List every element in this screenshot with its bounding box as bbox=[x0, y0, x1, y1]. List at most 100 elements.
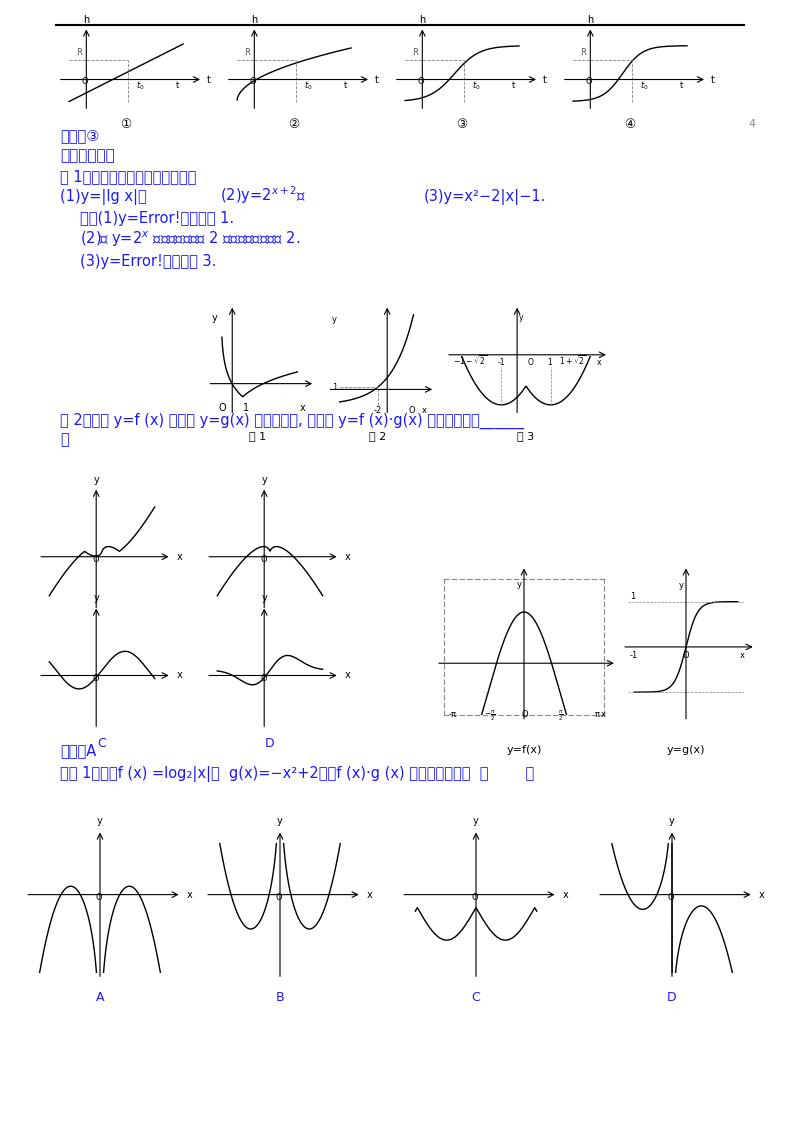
Text: x: x bbox=[187, 890, 193, 899]
Text: ④: ④ bbox=[624, 118, 636, 131]
Text: y: y bbox=[94, 475, 99, 484]
Text: h: h bbox=[251, 15, 258, 25]
Text: x: x bbox=[759, 890, 765, 899]
Text: y: y bbox=[262, 594, 267, 603]
Text: O: O bbox=[668, 892, 674, 901]
Text: ③: ③ bbox=[456, 118, 468, 131]
Text: C: C bbox=[472, 991, 480, 1004]
Text: x: x bbox=[176, 671, 182, 681]
Text: x: x bbox=[344, 671, 350, 681]
Text: $-1-\sqrt{2}$: $-1-\sqrt{2}$ bbox=[454, 354, 487, 368]
Text: (3)y=Error!图像如图 3.: (3)y=Error!图像如图 3. bbox=[80, 253, 216, 269]
Text: C: C bbox=[98, 737, 106, 751]
Text: t: t bbox=[206, 75, 210, 85]
Text: -2: -2 bbox=[374, 406, 382, 415]
Text: ①: ① bbox=[120, 118, 132, 131]
Text: 1: 1 bbox=[332, 382, 338, 391]
Text: y: y bbox=[212, 313, 218, 323]
Text: 4: 4 bbox=[748, 119, 755, 129]
Text: 。: 。 bbox=[60, 432, 69, 448]
Text: t: t bbox=[680, 81, 683, 90]
Text: R: R bbox=[581, 48, 586, 57]
Text: h: h bbox=[587, 15, 594, 25]
Text: O: O bbox=[472, 892, 478, 901]
Text: (3)y=x²−2|x|−1.: (3)y=x²−2|x|−1. bbox=[424, 189, 546, 206]
Text: 【典型示例】: 【典型示例】 bbox=[60, 148, 114, 164]
Text: O: O bbox=[409, 406, 415, 415]
Text: 变式 1：函数f (x) =log₂|x|，  g(x)=−x²+2，则f (x)·g (x) 的图象只可能是  （        ）: 变式 1：函数f (x) =log₂|x|， g(x)=−x²+2，则f (x)… bbox=[60, 766, 534, 783]
Text: h: h bbox=[83, 15, 90, 25]
Text: $t_0$: $t_0$ bbox=[304, 79, 313, 92]
Text: 图 1: 图 1 bbox=[250, 431, 266, 441]
Text: A: A bbox=[98, 619, 106, 632]
Text: $\frac{π}{2}$: $\frac{π}{2}$ bbox=[558, 708, 563, 723]
Text: 1: 1 bbox=[242, 403, 249, 413]
Text: R: R bbox=[413, 48, 418, 57]
Text: x: x bbox=[601, 710, 606, 719]
Text: $-\frac{π}{2}$: $-\frac{π}{2}$ bbox=[484, 708, 496, 723]
Text: x: x bbox=[344, 552, 350, 562]
Text: A: A bbox=[96, 991, 104, 1004]
Text: B: B bbox=[276, 991, 284, 1004]
Text: y: y bbox=[669, 817, 675, 827]
Text: y: y bbox=[473, 817, 479, 827]
Text: y: y bbox=[277, 817, 283, 827]
Text: t: t bbox=[710, 75, 714, 85]
Text: x: x bbox=[367, 890, 373, 899]
Text: -1: -1 bbox=[498, 359, 505, 368]
Text: t: t bbox=[374, 75, 378, 85]
Text: y=g(x): y=g(x) bbox=[666, 745, 706, 754]
Text: O: O bbox=[683, 651, 690, 661]
Text: y: y bbox=[262, 475, 267, 484]
Text: t: t bbox=[542, 75, 546, 85]
Text: $1+\sqrt{2}$: $1+\sqrt{2}$ bbox=[559, 354, 587, 368]
Text: x: x bbox=[176, 552, 182, 562]
Text: O: O bbox=[93, 555, 99, 564]
Text: O: O bbox=[82, 77, 88, 86]
Text: O: O bbox=[522, 710, 528, 719]
Text: 图 3: 图 3 bbox=[518, 431, 534, 441]
Text: O: O bbox=[586, 77, 592, 86]
Text: O: O bbox=[418, 77, 424, 86]
Text: y: y bbox=[517, 580, 522, 589]
Text: D: D bbox=[667, 991, 677, 1004]
Text: x: x bbox=[596, 359, 601, 368]
Text: y: y bbox=[97, 817, 103, 827]
Text: O: O bbox=[250, 77, 256, 86]
Text: y: y bbox=[332, 314, 337, 323]
Text: y: y bbox=[518, 313, 523, 322]
Text: O: O bbox=[218, 403, 226, 413]
Text: O: O bbox=[527, 359, 533, 368]
Text: $t_0$: $t_0$ bbox=[472, 79, 481, 92]
Text: π: π bbox=[594, 710, 600, 719]
Text: x: x bbox=[740, 651, 745, 661]
Text: -1: -1 bbox=[630, 651, 638, 661]
Text: O: O bbox=[261, 555, 267, 564]
Text: 图 2: 图 2 bbox=[370, 431, 386, 441]
Text: t: t bbox=[512, 81, 515, 90]
Text: 答案：A: 答案：A bbox=[60, 743, 96, 759]
Text: y=f(x): y=f(x) bbox=[506, 745, 542, 754]
Text: R: R bbox=[77, 48, 82, 57]
Text: $t_0$: $t_0$ bbox=[640, 79, 649, 92]
Text: -π: -π bbox=[449, 710, 457, 719]
Text: ②: ② bbox=[288, 118, 300, 131]
Text: (2)y=2$^{x+2}$；: (2)y=2$^{x+2}$； bbox=[220, 184, 306, 206]
Text: B: B bbox=[266, 619, 274, 632]
Text: D: D bbox=[265, 737, 275, 751]
Text: 1: 1 bbox=[630, 593, 635, 602]
Text: (2)将 y=2$^x$ 的图像向左平移 2 个单位．图像如图 2.: (2)将 y=2$^x$ 的图像向左平移 2 个单位．图像如图 2. bbox=[80, 230, 300, 249]
Text: R: R bbox=[245, 48, 250, 57]
Text: O: O bbox=[93, 674, 99, 683]
Text: x: x bbox=[563, 890, 569, 899]
Text: 例 2、函数 y=f (x) 与函数 y=g(x) 的图象如图, 则函数 y=f (x)·g(x) 的图象可能是______: 例 2、函数 y=f (x) 与函数 y=g(x) 的图象如图, 则函数 y=f… bbox=[60, 413, 524, 430]
Text: $t_0$: $t_0$ bbox=[136, 79, 145, 92]
Text: x: x bbox=[300, 403, 306, 413]
Text: t: t bbox=[176, 81, 179, 90]
Text: 例 1、分别画出下列函数的图像：: 例 1、分别画出下列函数的图像： bbox=[60, 169, 196, 184]
Text: y: y bbox=[678, 581, 684, 590]
Text: O: O bbox=[276, 892, 282, 901]
Text: t: t bbox=[344, 81, 347, 90]
Text: h: h bbox=[419, 15, 426, 25]
Text: x: x bbox=[422, 406, 426, 415]
